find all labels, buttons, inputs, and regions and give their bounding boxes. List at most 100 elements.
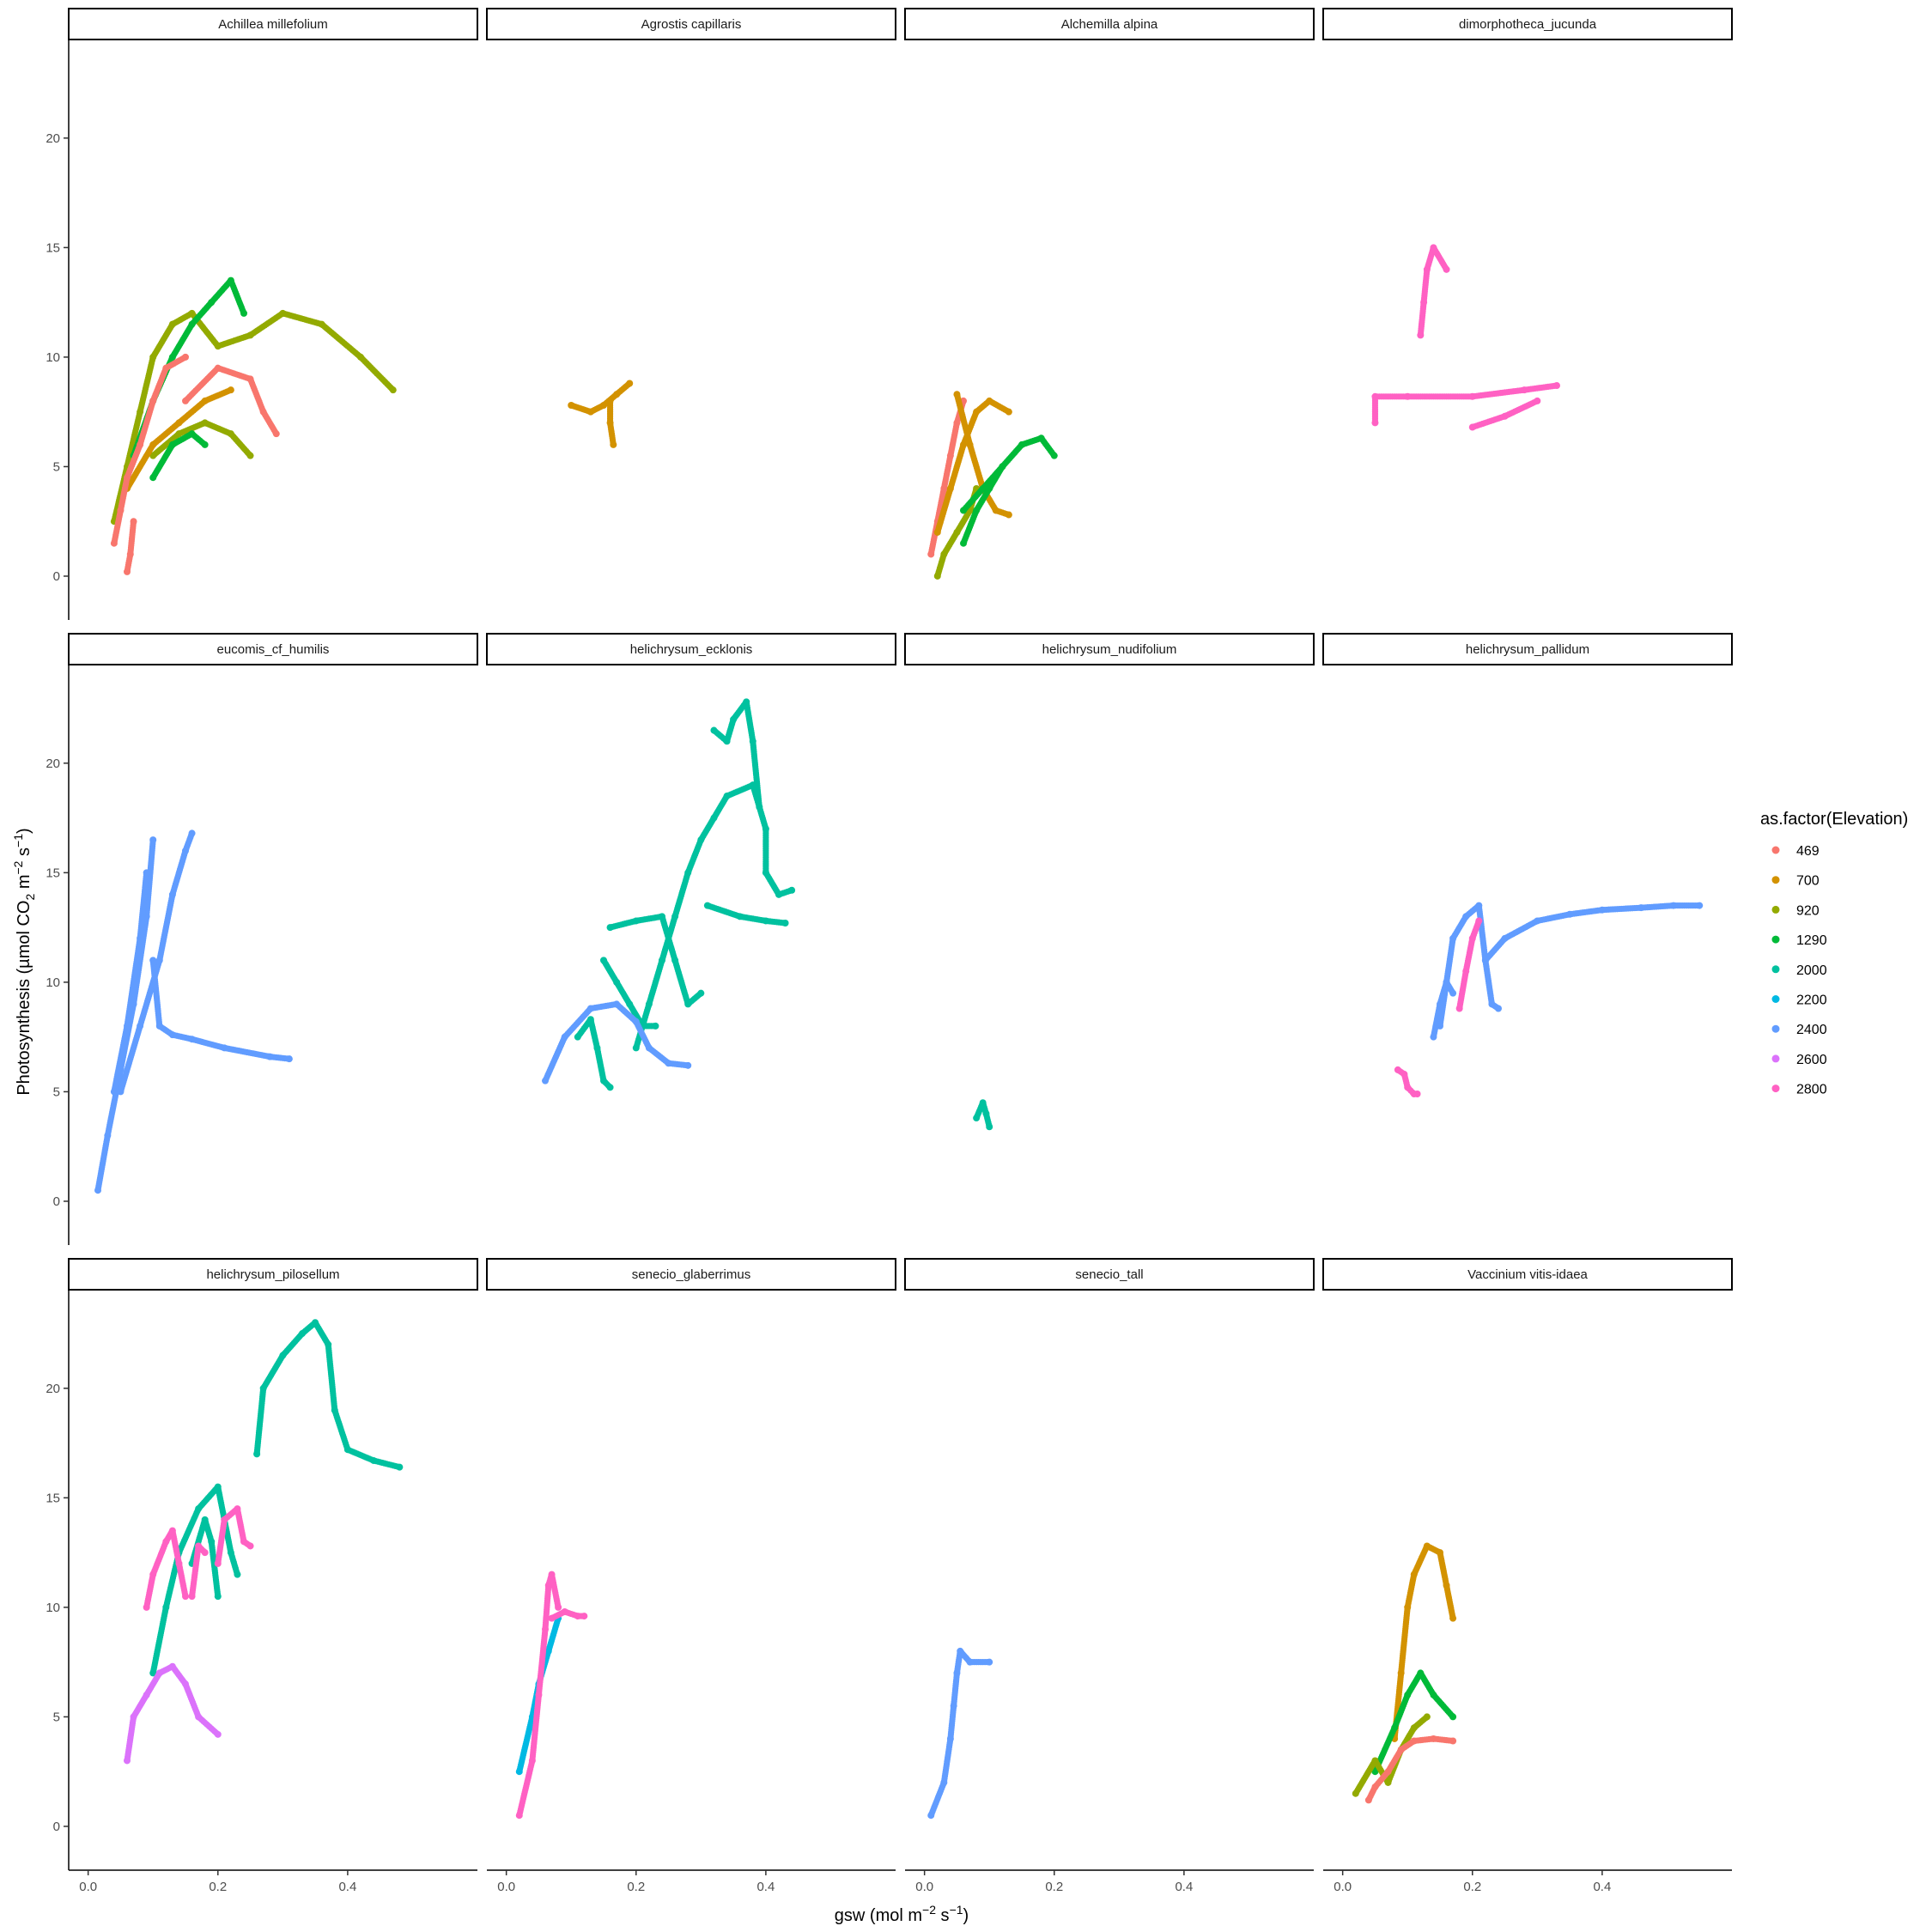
legend-label: 2000 [1796, 963, 1827, 978]
data-point [1449, 989, 1457, 997]
facet-panel: helichrysum_pallidum [1322, 633, 1733, 1097]
y-axis-title: Photosynthesis (µmol CO2 m−2 s−1) [11, 828, 37, 1095]
data-point [240, 309, 247, 317]
legend-key [1771, 1024, 1780, 1033]
legend-label: 2400 [1796, 1023, 1827, 1037]
facet-panel: Alchemilla alpina [904, 8, 1315, 580]
data-point [1443, 265, 1450, 273]
data-point [389, 386, 397, 394]
facet-strip [904, 1258, 1315, 1291]
y-tick-label: 0 [53, 1194, 60, 1209]
data-point [684, 1061, 692, 1069]
x-tick-label: 0.2 [1463, 1880, 1481, 1894]
y-tick-label: 0 [53, 569, 60, 584]
legend-key [1771, 1084, 1780, 1093]
facet-strip [486, 1258, 896, 1291]
facet-strip [68, 1258, 478, 1291]
facet-panel: helichrysum_ecklonis [486, 633, 896, 1091]
legend-title: as.factor(Elevation) [1760, 810, 1908, 829]
data-point [149, 836, 157, 844]
x-tick-label: 0.2 [1045, 1880, 1063, 1894]
facet-strip [68, 633, 478, 665]
data-point [214, 1730, 222, 1738]
facet-strip [1322, 8, 1733, 40]
facet-strip-label: Achillea millefolium [218, 17, 328, 32]
y-axis-title-part: Photosynthesis (µmol CO [15, 901, 33, 1096]
facet-strip-label: senecio_glaberrimus [632, 1267, 750, 1282]
facet-panel: senecio_tall 0.0 0.2 0.4 [904, 1258, 1315, 1894]
facet-strip [1322, 1258, 1733, 1291]
legend-key [1771, 965, 1780, 974]
data-point [227, 386, 234, 394]
data-point [652, 1022, 659, 1030]
facet-strip-label: helichrysum_nudifolium [1042, 642, 1177, 657]
data-point [1449, 1614, 1457, 1622]
legend-key [1771, 935, 1780, 944]
data-point [1475, 917, 1483, 925]
y-tick-label: 10 [46, 350, 60, 365]
y-tick-label: 10 [46, 1601, 60, 1615]
data-point [606, 1084, 614, 1091]
x-tick-label: 0.0 [1334, 1880, 1352, 1894]
data-point [182, 1593, 189, 1601]
data-point [246, 452, 254, 459]
data-point [201, 440, 209, 448]
x-axis-title-part: gsw (mol m [835, 1906, 922, 1925]
facet-strip-label: Vaccinium vitis-idaea [1467, 1267, 1588, 1282]
legend-key [1771, 905, 1780, 914]
data-point [1534, 397, 1541, 404]
legend-label: 700 [1796, 874, 1820, 889]
data-point [999, 463, 1006, 471]
data-point [1449, 1713, 1457, 1721]
legend-items: 469 700 920 1290 2000 2200 2400 2600 2800 [1771, 844, 1827, 1097]
y-axis-title-part: ) [15, 828, 33, 834]
x-axis-title-part: ) [963, 1906, 969, 1925]
data-point [272, 430, 280, 438]
x-axis-title-part: s [936, 1906, 950, 1925]
data-point [1553, 382, 1560, 390]
facet-strip-label: Alchemilla alpina [1061, 17, 1158, 32]
x-tick-label: 0.4 [338, 1880, 356, 1894]
y-tick-label: 5 [53, 1710, 60, 1724]
data-point [143, 869, 150, 877]
data-point [1050, 452, 1058, 459]
facet-panel: helichrysum_pilosellum 0 5 10 15 20 0.0 0.2 0.4 [46, 1258, 478, 1894]
legend-key [1771, 846, 1780, 854]
x-tick-label: 0.2 [627, 1880, 645, 1894]
legend-key [1771, 1054, 1780, 1063]
facet-strip-label: senecio_tall [1075, 1267, 1143, 1282]
data-point [396, 1463, 404, 1471]
data-point [214, 1593, 222, 1601]
y-tick-label: 0 [53, 1820, 60, 1834]
data-point [788, 886, 796, 894]
y-axis-title-part: s [15, 848, 33, 861]
data-point [756, 803, 763, 811]
legend-key [1771, 876, 1780, 884]
facet-strip-label: Agrostis capillaris [641, 17, 742, 32]
data-point [986, 1658, 993, 1666]
data-point [1495, 1005, 1502, 1012]
x-tick-label: 0.4 [756, 1880, 775, 1894]
facet-panel: eucomis_cf_humilis 0 5 10 15 20 [46, 633, 478, 1245]
facet-strip-label: helichrysum_pallidum [1466, 642, 1589, 657]
data-point [201, 1549, 209, 1557]
x-tick-label: 0.4 [1593, 1880, 1611, 1894]
legend-key [1771, 995, 1780, 1003]
legend-label: 920 [1796, 903, 1820, 918]
x-tick-label: 0.2 [209, 1880, 227, 1894]
data-point [285, 1055, 293, 1063]
facet-strip [904, 8, 1315, 40]
facet-panel: senecio_glaberrimus 0.0 0.2 0.4 [486, 1258, 896, 1894]
data-point [580, 1613, 588, 1620]
data-point [182, 353, 189, 361]
y-tick-label: 15 [46, 866, 60, 880]
legend-label: 469 [1796, 844, 1820, 859]
facet-strip [486, 8, 896, 40]
x-tick-label: 0.0 [79, 1880, 97, 1894]
facet-strip [486, 633, 896, 665]
data-point [188, 829, 196, 837]
y-tick-label: 15 [46, 1491, 60, 1505]
data-point [626, 380, 634, 387]
data-point [1005, 511, 1012, 519]
